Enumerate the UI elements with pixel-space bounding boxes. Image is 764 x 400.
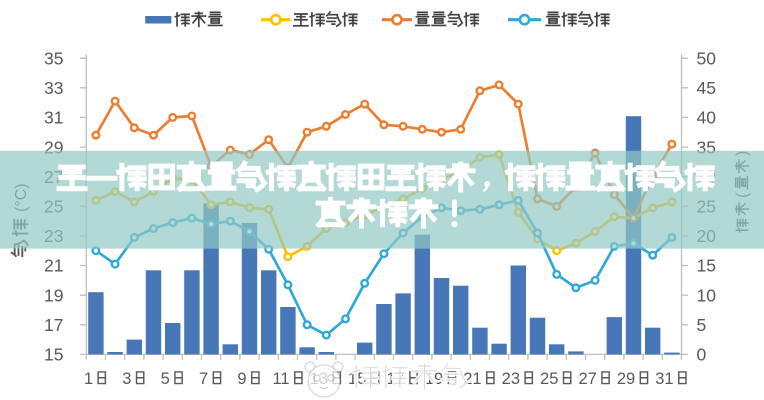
svg-text:23: 23 [502, 370, 520, 388]
svg-text:3: 3 [122, 370, 131, 388]
svg-text:45: 45 [697, 78, 716, 98]
svg-text:21: 21 [463, 370, 481, 388]
svg-text:9: 9 [237, 370, 246, 388]
svg-text:33: 33 [44, 78, 63, 98]
svg-text:17: 17 [44, 315, 63, 335]
svg-text:35: 35 [44, 48, 63, 68]
svg-text:0: 0 [697, 345, 707, 365]
svg-text:15: 15 [44, 345, 63, 365]
svg-text:29: 29 [617, 370, 635, 388]
svg-text:19: 19 [44, 285, 63, 305]
svg-text:31: 31 [44, 108, 63, 128]
svg-text:25: 25 [540, 370, 558, 388]
svg-text:40: 40 [697, 108, 717, 128]
svg-text:10: 10 [697, 285, 717, 305]
svg-text:31: 31 [655, 370, 673, 388]
svg-text:7: 7 [199, 370, 208, 388]
svg-text:5: 5 [697, 315, 707, 335]
svg-text:21: 21 [44, 256, 63, 276]
svg-text:27: 27 [578, 370, 596, 388]
svg-text:1: 1 [84, 370, 93, 388]
svg-text:11: 11 [272, 370, 289, 388]
svg-text:15: 15 [697, 256, 716, 276]
svg-text:50: 50 [697, 48, 717, 68]
svg-text:5: 5 [161, 370, 170, 388]
